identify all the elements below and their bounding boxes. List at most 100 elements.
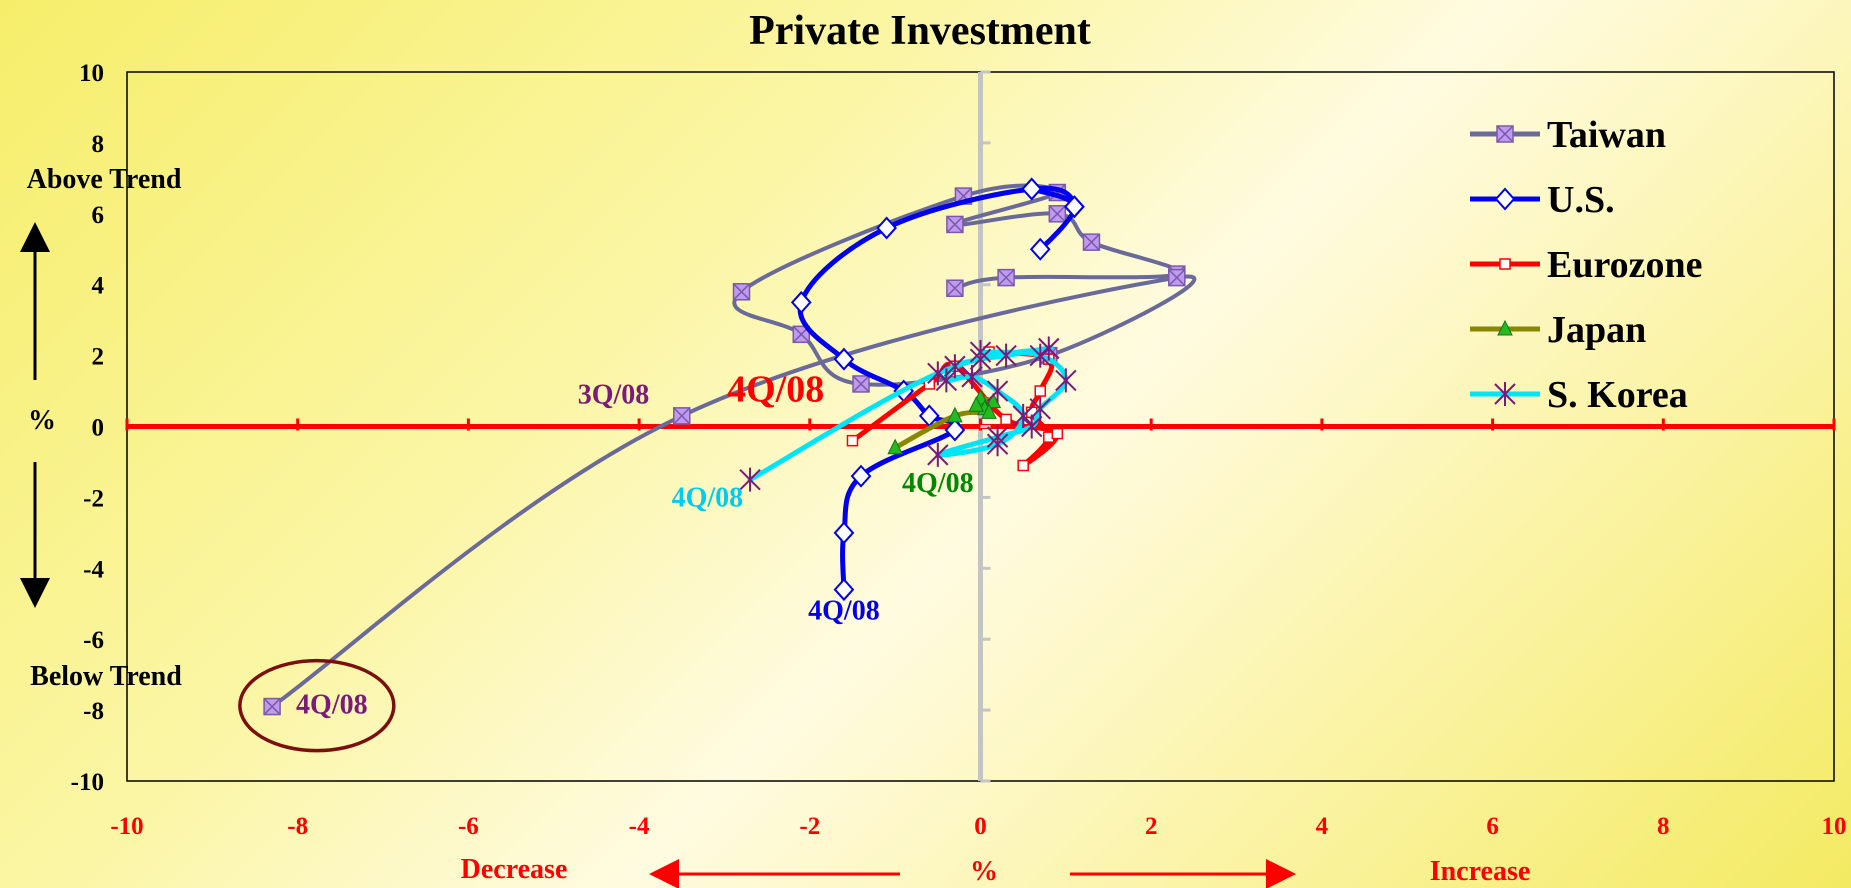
decrease-label: Decrease: [461, 854, 568, 885]
point-eurozone: [1000, 413, 1012, 426]
x-tick-label: 0: [974, 813, 987, 840]
y-tick-label: -2: [83, 485, 104, 512]
legend-label: Taiwan: [1547, 114, 1666, 156]
point-s-korea-shape: [935, 368, 958, 393]
above-trend-label: Above Trend: [27, 164, 182, 195]
y-tick-label: 10: [79, 60, 104, 87]
point-u-s: [833, 578, 855, 602]
point-s-korea-shape: [944, 354, 966, 379]
annotation-label: 4Q/08: [296, 690, 368, 721]
y-tick-label: -4: [83, 556, 104, 583]
point-taiwan: [997, 268, 1015, 287]
point-taiwan-x: [1082, 233, 1100, 251]
point-taiwan-x: [732, 283, 751, 301]
point-eurozone-shape: [1034, 385, 1046, 397]
point-s-korea-shape: [927, 361, 949, 386]
point-eurozone-shape: [1017, 459, 1029, 472]
x-tick-label: 4: [1316, 813, 1329, 840]
point-u-s-shape: [833, 578, 855, 602]
point-u-s: [1029, 237, 1051, 261]
point-s-korea-shape: [927, 442, 949, 467]
point-taiwan: [673, 407, 691, 425]
y-tick-label: 4: [92, 273, 105, 300]
point-eurozone: [1034, 385, 1046, 397]
point-s-korea-shape: [1055, 368, 1077, 393]
point-eurozone: [1051, 427, 1064, 440]
annotation-label: 3Q/08: [578, 379, 650, 410]
legend-marker-shape: [1499, 258, 1511, 270]
point-japan: [968, 396, 985, 412]
point-u-s: [1021, 177, 1043, 201]
point-u-s-shape: [833, 347, 855, 371]
legend-label: Eurozone: [1547, 244, 1703, 286]
point-s-korea-shape: [986, 379, 1009, 404]
annotation-label: 4Q/08: [672, 482, 744, 513]
point-u-s-shape: [850, 464, 872, 488]
annotations-layer: 3Q/08 4Q/08 4Q/08 4Q/08 4Q/08 4Q/08: [238, 369, 974, 753]
legend-label: S. Korea: [1547, 374, 1688, 416]
y-tick-labels: 10 8 6 4 2 0 -2 -4 -6 -8 -10: [71, 60, 105, 796]
y-tick-label: -8: [83, 698, 104, 725]
point-s-korea-shape: [1029, 343, 1051, 368]
point-u-s: [790, 290, 812, 314]
below-trend-label: Below Trend: [30, 661, 182, 692]
point-s-korea-shape: [969, 347, 992, 372]
point-s-korea: [1012, 403, 1034, 428]
point-s-korea: [1055, 368, 1077, 393]
point-s-korea: [944, 354, 966, 379]
legend-item-s-korea: S. Korea: [1470, 374, 1688, 416]
x-tick-label: -6: [458, 813, 479, 840]
point-taiwan: [732, 283, 751, 301]
legend-item-taiwan: Taiwan: [1470, 114, 1666, 156]
series-s-korea: [739, 336, 1077, 492]
legend-item-japan: Japan: [1470, 309, 1646, 351]
point-taiwan: [852, 375, 870, 393]
y-tick-label: -10: [71, 769, 104, 796]
point-taiwan: [946, 279, 964, 297]
legend-marker: [1494, 187, 1516, 211]
point-s-korea-shape: [1021, 414, 1043, 439]
point-s-korea: [935, 368, 958, 393]
point-japan-shape: [968, 396, 985, 412]
x-tick-labels: -10 -8 -6 -4 -2 0 2 4 6 8 10: [110, 813, 1846, 840]
x-tick-label: 10: [1822, 813, 1847, 840]
point-japan: [981, 403, 997, 419]
x-tick-label: 8: [1657, 813, 1670, 840]
chart-title: Private Investment: [749, 8, 1091, 54]
legend-marker-shape: [1494, 187, 1516, 211]
legend-marker-x: [1496, 125, 1514, 143]
point-s-korea: [986, 432, 1009, 457]
x-tick-label: 2: [1145, 813, 1158, 840]
point-taiwan: [1048, 205, 1067, 223]
point-eurozone-shape: [846, 434, 859, 447]
point-s-korea-shape: [986, 432, 1009, 457]
highlight-circle: [238, 658, 396, 753]
x-tick-label: -4: [629, 813, 650, 840]
point-u-s: [833, 347, 855, 371]
point-eurozone: [846, 434, 859, 447]
point-s-korea: [1021, 414, 1043, 439]
annotation-label: 4Q/08: [727, 369, 824, 411]
legend: Taiwan U.S. Eurozone Japan S. Korea: [1470, 114, 1703, 416]
point-eurozone: [1017, 459, 1029, 472]
point-s-korea: [986, 379, 1009, 404]
point-u-s: [833, 521, 855, 545]
x-tick-label: -2: [799, 813, 820, 840]
point-taiwan: [263, 697, 281, 716]
point-s-korea: [1038, 336, 1060, 361]
x-tick-label: 6: [1486, 813, 1499, 840]
legend-marker: [1496, 125, 1514, 143]
x-axis-label: %: [970, 856, 998, 887]
point-japan: [887, 438, 903, 455]
legend-marker-shape: [1494, 382, 1516, 406]
legend-marker: [1494, 382, 1516, 406]
point-u-s-shape: [1021, 177, 1043, 201]
point-s-korea-shape: [1012, 403, 1034, 428]
series-line-u-s: [797, 185, 1077, 593]
point-u-s: [944, 418, 966, 442]
point-s-korea-shape: [1038, 336, 1060, 361]
series-layer: [263, 177, 1197, 716]
legend-marker: [1497, 319, 1513, 336]
point-s-korea: [927, 361, 949, 386]
